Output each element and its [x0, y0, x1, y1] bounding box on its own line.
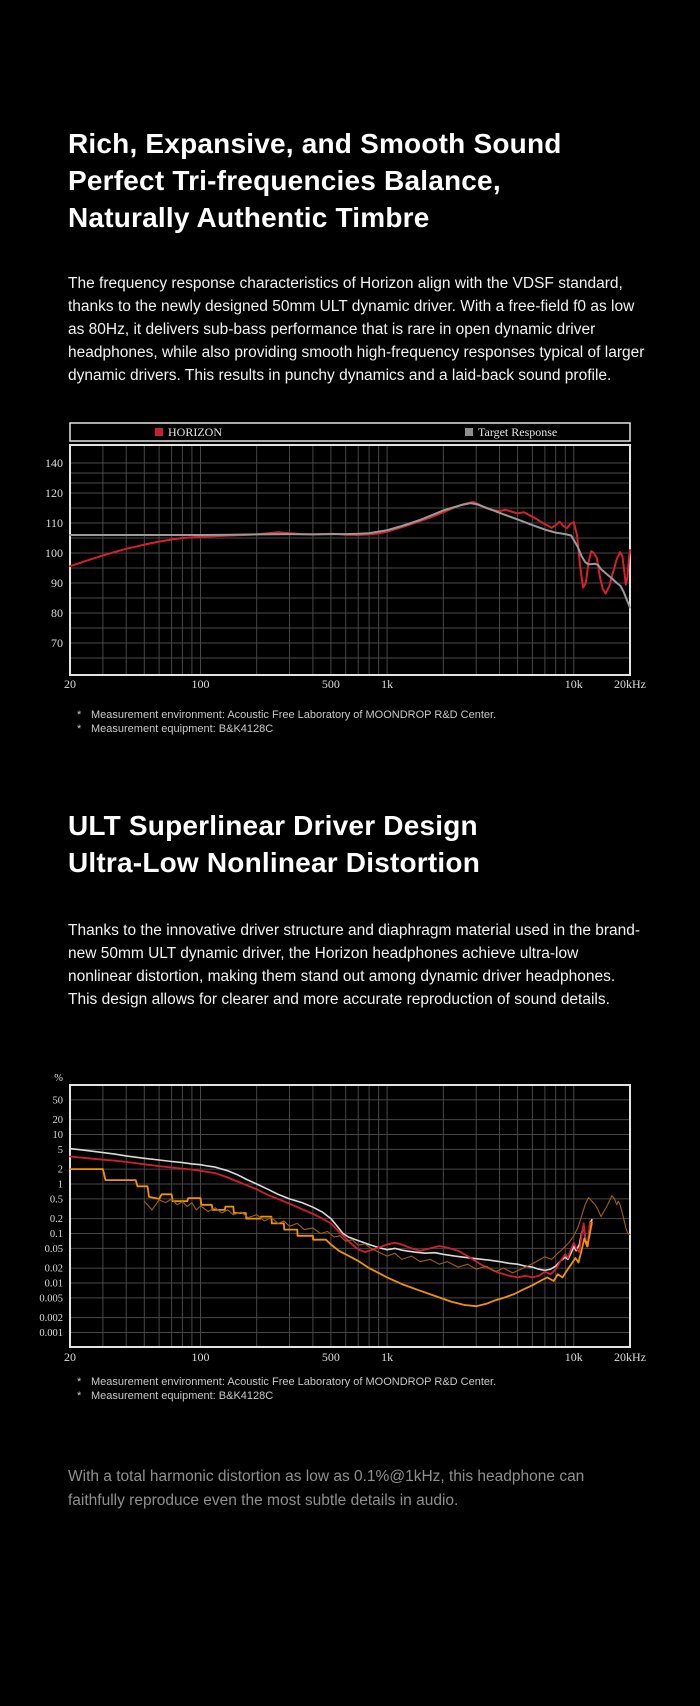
distortion-section-paragraph: Thanks to the innovative driver structur… — [68, 922, 641, 1008]
svg-text:%: % — [54, 1073, 63, 1084]
svg-text:20kHz: 20kHz — [614, 677, 646, 691]
svg-text:0.05: 0.05 — [45, 1244, 63, 1255]
footnote-equipment: * Measurement equipment: B&K4128C — [77, 723, 700, 737]
svg-text:110: 110 — [45, 516, 63, 530]
svg-text:0.005: 0.005 — [39, 1293, 63, 1304]
svg-text:0.02: 0.02 — [45, 1264, 63, 1275]
svg-text:Target Response: Target Response — [478, 425, 557, 439]
footnote-bullet: * — [77, 1376, 82, 1388]
svg-text:500: 500 — [322, 1350, 340, 1364]
svg-text:5: 5 — [58, 1145, 63, 1156]
chart-footnotes: * Measurement environment: Acoustic Free… — [77, 1376, 700, 1403]
heading-line: Perfect Tri-frequencies Balance, — [68, 165, 501, 196]
svg-text:10k: 10k — [565, 677, 583, 691]
svg-text:2: 2 — [58, 1165, 63, 1176]
closing-note: With a total harmonic distortion as low … — [68, 1468, 585, 1509]
chart-footnotes: * Measurement environment: Acoustic Free… — [77, 709, 700, 736]
frequency-response-chart: HORIZON Target Response 140 120 110 100 90 80 70… — [45, 422, 646, 691]
svg-text:90: 90 — [51, 576, 63, 590]
footnote-bullet: * — [77, 722, 82, 735]
svg-text:20: 20 — [53, 1115, 64, 1126]
distortion-section-heading: ULT Superlinear Driver Design Ultra-Low … — [0, 807, 700, 881]
svg-text:80: 80 — [51, 606, 63, 620]
thd-chart: 50 20 10 5 2 1 0.5 0.2 0.1 0.05 0.02 0.01 0.005 0.002… — [39, 1073, 646, 1364]
svg-text:10: 10 — [53, 1130, 64, 1141]
svg-text:20: 20 — [64, 1350, 76, 1364]
svg-text:HORIZON: HORIZON — [168, 425, 222, 439]
svg-text:0.01: 0.01 — [45, 1279, 63, 1290]
svg-text:100: 100 — [192, 1350, 210, 1364]
footnote-text: Measurement equipment: B&K4128C — [91, 722, 274, 735]
svg-text:70: 70 — [51, 636, 63, 650]
svg-text:0.2: 0.2 — [50, 1214, 63, 1225]
svg-text:0.002: 0.002 — [39, 1313, 63, 1324]
svg-text:0.1: 0.1 — [50, 1229, 63, 1240]
footnote-equipment: * Measurement equipment: B&K4128C — [77, 1390, 700, 1404]
svg-text:20: 20 — [64, 677, 76, 691]
footnote-text: Measurement environment: Acoustic Free L… — [91, 1376, 497, 1388]
footnote-bullet: * — [77, 709, 82, 721]
product-page: { "page": { "background": "#000000" }, "… — [0, 125, 700, 1706]
footnote-text: Measurement environment: Acoustic Free L… — [91, 709, 497, 721]
svg-text:10k: 10k — [565, 1350, 583, 1364]
svg-text:1: 1 — [58, 1180, 63, 1191]
svg-text:1k: 1k — [381, 1350, 393, 1364]
svg-text:0.001: 0.001 — [39, 1328, 63, 1339]
svg-text:0.5: 0.5 — [50, 1194, 63, 1205]
svg-text:1k: 1k — [381, 677, 393, 691]
frequency-section-heading: Rich, Expansive, and Smooth Sound Perfec… — [0, 125, 700, 236]
heading-line: Ultra-Low Nonlinear Distortion — [68, 847, 480, 878]
footnote-environment: * Measurement environment: Acoustic Free… — [77, 1376, 700, 1390]
svg-text:500: 500 — [322, 677, 340, 691]
footnote-bullet: * — [77, 1389, 82, 1402]
heading-line: ULT Superlinear Driver Design — [68, 810, 478, 841]
frequency-section-paragraph: The frequency response characteristics o… — [68, 275, 645, 384]
svg-text:140: 140 — [45, 456, 63, 470]
svg-text:20kHz: 20kHz — [614, 1350, 646, 1364]
heading-line: Rich, Expansive, and Smooth Sound — [68, 128, 562, 159]
footnote-text: Measurement equipment: B&K4128C — [91, 1389, 274, 1402]
heading-line: Naturally Authentic Timbre — [68, 202, 430, 233]
svg-text:50: 50 — [53, 1095, 64, 1106]
footnote-environment: * Measurement environment: Acoustic Free… — [77, 709, 700, 723]
svg-text:100: 100 — [192, 677, 210, 691]
svg-text:120: 120 — [45, 486, 63, 500]
svg-text:100: 100 — [45, 546, 63, 560]
